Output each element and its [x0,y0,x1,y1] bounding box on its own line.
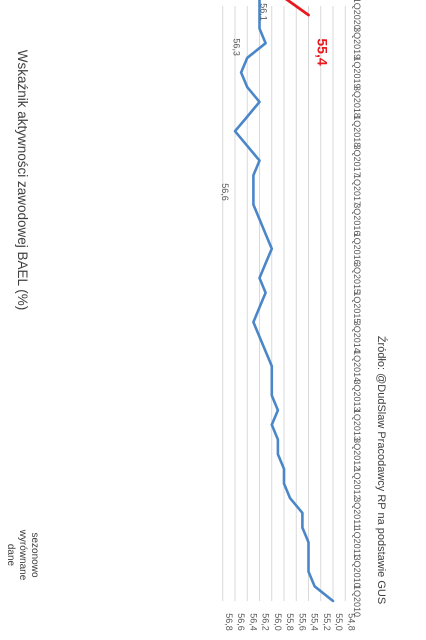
y-tick-label: 56,6 [236,613,246,631]
y-tick-label: 54,8 [346,613,356,631]
x-tick-label: 1Q2015 [352,291,362,323]
x-tick-label: 3Q2012 [352,438,362,470]
y-tick-label: 55,2 [322,613,332,631]
y-tick-label: 55,0 [334,613,344,631]
y-tick-label: 55,8 [285,613,295,631]
x-tick-label: 1Q2019 [352,57,362,89]
y-tick-label: 55,6 [297,613,307,631]
x-tick-label: 3Q2011 [352,497,362,528]
x-tick-label: 1Q2014 [352,350,362,382]
y-tick-label: 56,2 [261,613,271,631]
x-tick-label: 3Q2019 [352,27,362,59]
chart-title: Wskaźnik aktywności zawodowej BAEL (%) [15,50,30,311]
data-label: 56,1 [259,3,269,21]
text-layer: 54,855,055,255,455,655,856,056,256,456,6… [5,0,388,631]
x-tick-label: 1Q2010 [352,585,362,617]
series-line-red [285,0,310,17]
y-tick-label: 56,0 [273,613,283,631]
x-tick-label: 3Q2010 [352,556,362,588]
chart-source: Źródło: @DudSlaw Pracodawcy RP na podsta… [375,336,388,604]
x-tick-label: 3Q2013 [352,379,362,411]
chart-note: dane [5,544,16,567]
x-tick-label: 1Q2020 [352,0,362,30]
x-tick-label: 3Q2016 [352,203,362,235]
chart-note: wyrównane [17,529,28,581]
x-tick-label: 1Q2011 [352,527,362,558]
x-tick-label: 3Q2018 [352,86,362,118]
x-tick-label: 1Q2012 [352,468,362,500]
data-label: 56,3 [231,38,241,56]
x-tick-label: 3Q2015 [352,262,362,294]
chart-note: sezonowo [29,532,40,577]
data-label: 56,6 [220,183,230,201]
x-tick-label: 3Q2014 [352,321,362,353]
plot-area [222,0,346,603]
x-tick-label: 1Q2018 [352,115,362,147]
y-tick-label: 56,4 [248,613,258,631]
x-tick-label: 1Q2016 [352,233,362,265]
series-line-blue [233,0,335,603]
x-tick-label: 3Q2017 [352,145,362,177]
x-tick-label: 1Q2017 [352,174,362,206]
data-label-highlight: 55,4 [315,38,331,65]
y-tick-label: 55,4 [310,613,320,631]
x-tick-label: 1Q2013 [352,409,362,441]
y-tick-label: 56,8 [224,613,234,631]
